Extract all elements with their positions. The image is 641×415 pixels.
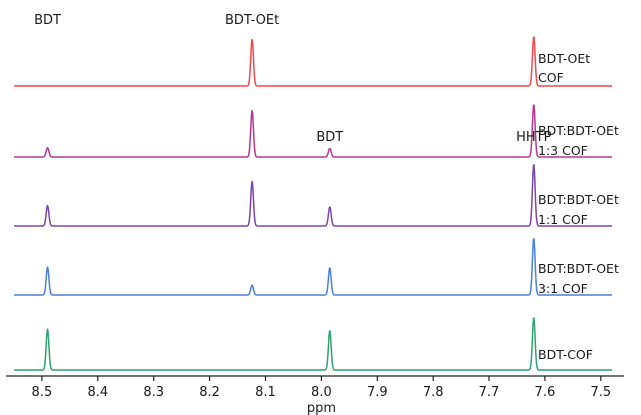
spectrum-trace-5 <box>13 317 613 371</box>
spectrum-trace-4 <box>13 238 613 296</box>
x-tick-label-5: 8.1 <box>255 385 276 400</box>
x-tick-label-3: 8.3 <box>143 385 164 400</box>
sample-label-4-line-1: BDT:BDT-OEt <box>538 261 619 276</box>
x-tick-label-7: 7.9 <box>367 385 388 400</box>
x-tick-label-2: 8.4 <box>87 385 108 400</box>
x-tick-label-11: 7.5 <box>590 385 611 400</box>
peak-annotation-3: BDT <box>34 13 61 28</box>
peak-annotation-4: BDT <box>316 130 343 145</box>
spectrum-trace-3 <box>13 164 613 227</box>
x-tick-label-1: 8.5 <box>32 385 53 400</box>
x-axis: 8.5 8.4 8.3 8.2 8.1 8.0 7.9 7.8 7.7 7.6 7.5 ppm <box>6 375 624 415</box>
x-axis-ticks: 8.5 8.4 8.3 8.2 8.1 8.0 7.9 7.8 7.7 7.6 7.5 <box>32 376 611 400</box>
spectra-traces <box>13 36 613 371</box>
sample-label-1-line-2: COF <box>538 70 564 85</box>
sample-label-5-line-1: BDT-COF <box>538 347 593 362</box>
sample-labels: BDT-OEt COF BDT:BDT-OEt 1:3 COF BDT:BDT-OEt 1… <box>538 51 619 362</box>
x-tick-label-8: 7.8 <box>423 385 444 400</box>
x-axis-label: ppm <box>307 401 336 415</box>
x-tick-label-6: 8.0 <box>311 385 332 400</box>
peak-annotation-1: BDT-OEt <box>225 13 279 28</box>
peak-annotation-2: HHTP <box>516 130 551 145</box>
sample-label-3-line-1: BDT:BDT-OEt <box>538 192 619 207</box>
x-tick-label-10: 7.6 <box>535 385 556 400</box>
sample-label-3-line-2: 1:1 COF <box>538 212 588 227</box>
spectrum-trace-1 <box>13 36 613 87</box>
sample-label-2-line-2: 1:3 COF <box>538 143 588 158</box>
sample-label-1-line-1: BDT-OEt <box>538 51 590 66</box>
spectrum-trace-2 <box>13 104 613 158</box>
peak-annotations: BDT-OEt HHTP BDT BDT <box>34 13 552 145</box>
x-tick-label-9: 7.7 <box>479 385 500 400</box>
x-tick-label-4: 8.2 <box>199 385 220 400</box>
sample-label-2-line-1: BDT:BDT-OEt <box>538 123 619 138</box>
sample-label-4-line-2: 3:1 COF <box>538 281 588 296</box>
